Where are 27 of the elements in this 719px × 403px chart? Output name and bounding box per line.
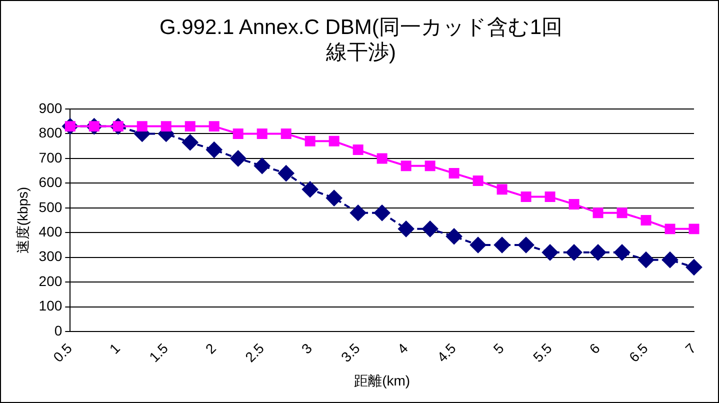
y-tick-label: 300	[38, 248, 62, 264]
y-tick-label: 0	[54, 322, 62, 338]
x-tick-label: 6	[586, 340, 604, 357]
x-axis-title: 距離(km)	[354, 372, 410, 388]
x-tick-label: 7	[682, 340, 699, 357]
x-tick-label: 3	[298, 340, 316, 357]
y-tick-label: 500	[38, 198, 62, 215]
x-tick-label: 1.5	[146, 340, 172, 366]
x-tick-label: 2	[202, 340, 220, 357]
y-tick-label: 600	[38, 174, 62, 190]
x-tick-label: 4	[394, 340, 412, 357]
x-tick-label: 4.5	[434, 340, 460, 366]
x-tick-label: 6.5	[626, 340, 652, 366]
x-tick-label: 2.5	[242, 340, 268, 366]
y-axis-title: 速度(kbps)	[14, 186, 30, 254]
x-tick-label: 5.5	[530, 340, 556, 366]
x-tick-label: 1	[106, 340, 124, 357]
x-tick-label: 0.5	[50, 340, 76, 366]
y-tick-label: 800	[38, 124, 62, 141]
x-tick-label: 3.5	[338, 340, 364, 366]
chart-title: G.992.1 Annex.C DBM(同一カッド含む1回線干渉)	[158, 15, 564, 65]
y-tick-label: 200	[38, 272, 62, 289]
y-tick-label: 100	[38, 298, 62, 314]
y-tick-label: 900	[38, 100, 62, 116]
x-tick-label: 5	[490, 340, 508, 357]
y-tick-label: 700	[38, 149, 62, 166]
y-tick-label: 400	[38, 224, 62, 240]
